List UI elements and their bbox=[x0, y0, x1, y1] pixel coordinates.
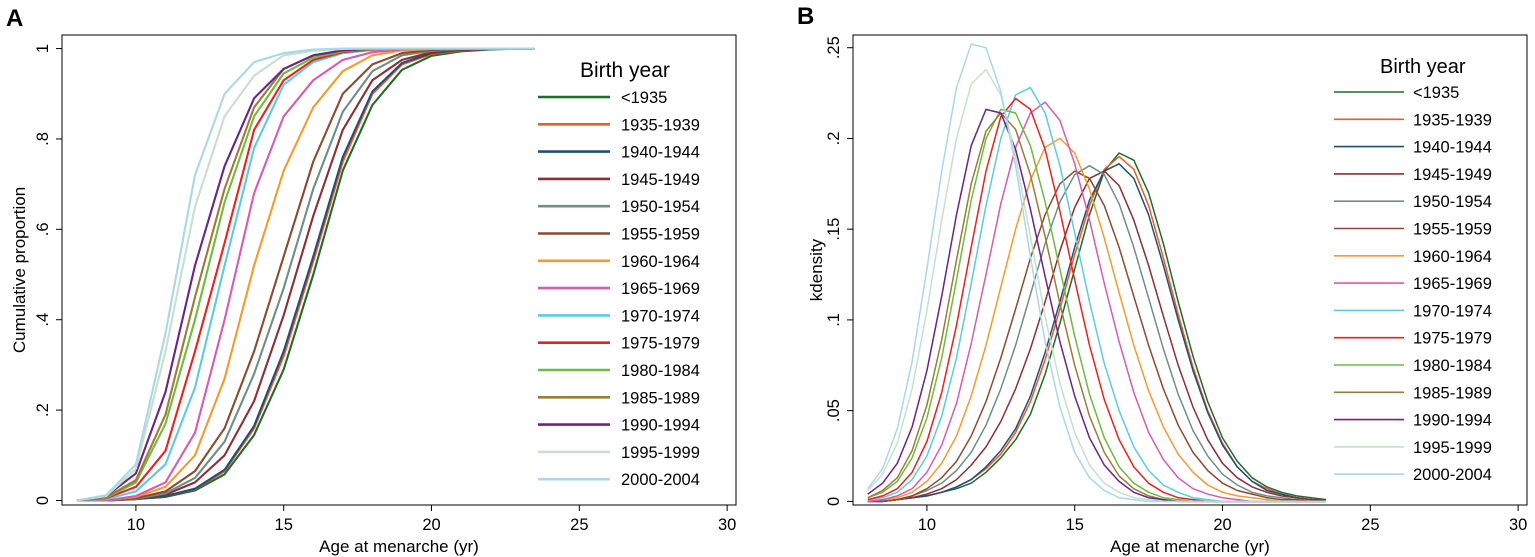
y-tick-label: 0 bbox=[34, 496, 52, 505]
legend-entry: 1940-1944 bbox=[1413, 139, 1492, 157]
x-tick-label: 10 bbox=[918, 516, 936, 534]
legend-entry: 1945-1949 bbox=[1413, 166, 1492, 184]
legend-entry: 1965-1969 bbox=[621, 280, 700, 298]
axis-ticks: 10 15 20 25 30 0 .05 .1 .15 .2 .25 bbox=[825, 36, 1527, 534]
legend-entry: <1935 bbox=[621, 89, 667, 107]
legend-entry: 1995-1999 bbox=[621, 444, 700, 462]
legend-entry: 1950-1954 bbox=[1413, 193, 1492, 211]
legend-entry: 1980-1984 bbox=[1413, 357, 1492, 375]
series-line bbox=[867, 164, 1326, 503]
y-tick-label: .2 bbox=[825, 132, 843, 146]
legend-title: Birth year bbox=[1380, 56, 1466, 78]
y-tick-label: .2 bbox=[34, 403, 52, 417]
legend: Birth year <1935 1935-1939 1940-1944 1945-1… bbox=[538, 59, 700, 489]
panel-b: B 10 15 20 25 30 0 .05 .1 .15 .2 .25 Age at menarc… bbox=[797, 3, 1528, 556]
legend-entry: 1970-1974 bbox=[621, 307, 700, 325]
legend-entry: 2000-2004 bbox=[621, 471, 700, 489]
legend-entry: 1985-1989 bbox=[1413, 384, 1492, 402]
legend-entry: 1940-1944 bbox=[621, 144, 700, 162]
x-tick-label: 25 bbox=[570, 516, 588, 534]
legend-entry: 1975-1979 bbox=[621, 335, 700, 353]
curves bbox=[867, 43, 1327, 503]
y-axis-label: Cumulative proportion bbox=[10, 187, 29, 353]
legend-entry: 1965-1969 bbox=[1413, 275, 1492, 293]
y-tick-label: .05 bbox=[825, 399, 843, 422]
legend-entry: 1950-1954 bbox=[621, 198, 700, 216]
y-tick-label: 1 bbox=[34, 44, 52, 53]
legend-entry: 1935-1939 bbox=[621, 116, 700, 134]
legend-entry: 1945-1949 bbox=[621, 171, 700, 189]
legend-entry: 1990-1994 bbox=[621, 417, 700, 435]
x-axis-label: Age at menarche (yr) bbox=[1110, 537, 1270, 556]
legend-entry: <1935 bbox=[1413, 84, 1459, 102]
legend: Birth year <1935 1935-1939 1940-1944 1945-1… bbox=[1334, 56, 1492, 484]
y-tick-label: .1 bbox=[825, 313, 843, 327]
x-tick-label: 15 bbox=[1066, 516, 1084, 534]
panel-label: B bbox=[797, 3, 814, 30]
plot-frame bbox=[61, 34, 737, 506]
legend-entry: 1975-1979 bbox=[1413, 330, 1492, 348]
legend-entry: 1960-1964 bbox=[1413, 248, 1492, 266]
series-line bbox=[867, 163, 1326, 503]
series-line bbox=[867, 137, 1326, 503]
x-tick-label: 10 bbox=[127, 516, 145, 534]
y-tick-label: .8 bbox=[34, 132, 52, 146]
legend-entry: 1955-1959 bbox=[1413, 221, 1492, 239]
x-tick-label: 30 bbox=[1509, 516, 1527, 534]
series-line bbox=[76, 47, 535, 502]
panel-a: A 10 15 20 25 30 0 .2 .4 .6 .8 1 Age at menarche (… bbox=[6, 5, 737, 556]
series-line bbox=[867, 170, 1327, 503]
legend-entry: 1995-1999 bbox=[1413, 439, 1492, 457]
x-axis-label: Age at menarche (yr) bbox=[319, 537, 479, 556]
axis-ticks: 10 15 20 25 30 0 .2 .4 .6 .8 1 bbox=[34, 44, 736, 534]
legend-entry: 1980-1984 bbox=[621, 362, 700, 380]
x-tick-label: 20 bbox=[422, 516, 440, 534]
x-tick-label: 15 bbox=[275, 516, 293, 534]
x-tick-label: 20 bbox=[1213, 516, 1231, 534]
y-axis-label: kdensity bbox=[807, 238, 826, 301]
legend-entry: 2000-2004 bbox=[1413, 466, 1492, 484]
legend-entry: 1990-1994 bbox=[1413, 412, 1492, 430]
y-tick-label: .25 bbox=[825, 36, 843, 59]
legend-entry: 1960-1964 bbox=[621, 253, 700, 271]
panel-label: A bbox=[6, 5, 23, 32]
series-line bbox=[867, 170, 1326, 503]
x-tick-label: 30 bbox=[718, 516, 736, 534]
series-line bbox=[867, 43, 1326, 503]
legend-entry: 1935-1939 bbox=[1413, 111, 1492, 129]
legend-entry: 1955-1959 bbox=[621, 226, 700, 244]
legend-title: Birth year bbox=[580, 59, 670, 82]
y-tick-label: .4 bbox=[34, 313, 52, 327]
y-tick-label: 0 bbox=[825, 497, 843, 506]
x-tick-label: 25 bbox=[1361, 516, 1379, 534]
plot-frame bbox=[852, 34, 1528, 506]
y-tick-label: .6 bbox=[34, 222, 52, 236]
legend-entry: 1970-1974 bbox=[1413, 302, 1492, 320]
y-tick-label: .15 bbox=[825, 218, 843, 241]
legend-entry: 1985-1989 bbox=[621, 389, 700, 407]
curves bbox=[76, 47, 535, 502]
